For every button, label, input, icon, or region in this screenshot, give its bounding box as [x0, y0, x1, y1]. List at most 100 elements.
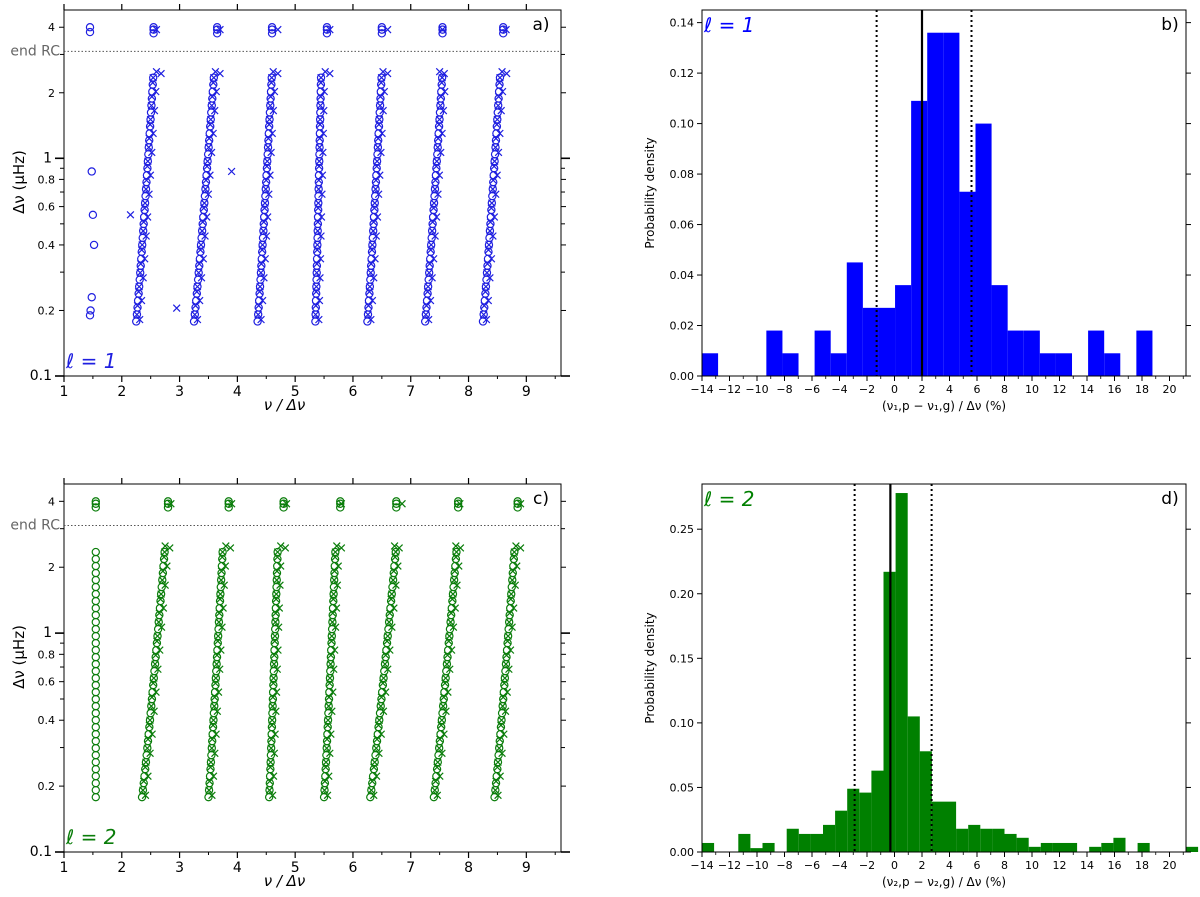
data-point-cross: [395, 544, 404, 552]
data-point-cross: [370, 758, 379, 766]
x-tick-label: 6: [974, 859, 981, 872]
data-point-cross: [375, 749, 383, 758]
data-point-cross: [326, 660, 335, 668]
data-point-circle: [91, 785, 100, 795]
x-axis-label: ν / Δν: [264, 872, 306, 890]
data-point-circle: [91, 652, 100, 662]
data-point-cross: [516, 544, 525, 552]
data-point-circle: [91, 568, 100, 578]
histogram-bar: [1101, 842, 1114, 852]
data-point-cross: [323, 791, 332, 800]
histogram-bar: [944, 801, 957, 852]
data-point-circle: [205, 129, 214, 138]
data-point-cross: [311, 310, 320, 319]
data-point-cross: [451, 604, 460, 612]
data-point-cross: [216, 25, 224, 34]
data-point-cross: [500, 730, 508, 738]
y-axis-label: Probability density: [643, 137, 657, 248]
data-point-cross: [370, 199, 379, 207]
data-point-cross: [327, 632, 336, 640]
data-point-circle: [440, 687, 449, 697]
data-point-cross: [332, 542, 341, 550]
data-point-cross: [456, 544, 465, 552]
data-point-cross: [215, 618, 223, 626]
data-point-circle: [372, 170, 381, 180]
data-point-circle: [374, 129, 383, 138]
data-point-cross: [210, 106, 219, 115]
data-point-cross: [383, 69, 392, 78]
x-tick-label: −8: [776, 383, 792, 396]
data-point-circle: [390, 561, 399, 571]
data-point-cross: [498, 749, 506, 758]
data-point-circle: [392, 503, 401, 512]
data-point-cross: [372, 744, 381, 752]
data-point-cross: [151, 87, 160, 96]
histogram-bar: [750, 848, 763, 852]
x-tick-label: 18: [1135, 859, 1149, 872]
histogram-bar: [823, 824, 836, 852]
data-point-cross: [197, 273, 206, 282]
data-point-cross: [140, 254, 149, 263]
data-point-cross: [430, 199, 438, 207]
data-point-circle: [149, 23, 158, 32]
data-point-circle: [91, 778, 100, 788]
data-point-cross: [498, 702, 507, 710]
data-point-cross: [272, 576, 281, 584]
data-point-cross: [444, 688, 452, 696]
x-tick-label: 12: [1053, 859, 1067, 872]
data-point-cross: [329, 665, 338, 674]
plot-frame: [701, 9, 1187, 377]
data-point-circle: [133, 296, 143, 305]
data-point-cross: [495, 744, 504, 752]
data-point-cross: [141, 199, 149, 207]
data-point-cross: [376, 101, 384, 110]
data-point-cross: [425, 268, 434, 277]
data-point-cross: [482, 315, 491, 324]
data-point-cross: [324, 702, 333, 710]
histogram-bar: [702, 842, 715, 852]
data-point-circle: [377, 687, 387, 697]
data-point-cross: [379, 674, 388, 682]
data-point-cross: [260, 273, 268, 282]
data-point-cross: [274, 69, 282, 78]
data-point-cross: [206, 115, 215, 124]
data-point-cross: [453, 581, 461, 589]
x-tick-label: 4: [946, 383, 953, 396]
data-point-cross: [398, 499, 406, 508]
data-point-cross: [142, 758, 150, 766]
data-point-cross: [272, 707, 280, 716]
data-point-cross: [147, 148, 156, 157]
data-point-cross: [151, 660, 159, 668]
data-point-cross: [207, 148, 216, 157]
plot-frame: [63, 9, 562, 377]
data-point-circle: [322, 23, 332, 32]
data-point-circle: [208, 729, 217, 739]
data-point-cross: [144, 143, 153, 152]
y-tick-label: 0.8: [38, 648, 56, 661]
y-tick-label: 0.04: [670, 269, 695, 282]
data-point-cross: [435, 744, 443, 752]
data-point-cross: [381, 688, 390, 696]
data-point-circle: [336, 503, 345, 512]
data-point-circle: [377, 73, 386, 82]
data-point-cross: [261, 199, 269, 207]
x-tick-label: −2: [859, 859, 875, 872]
x-tick-label: −10: [745, 859, 768, 872]
data-point-cross: [201, 185, 210, 193]
data-point-cross: [431, 232, 439, 240]
data-point-circle: [266, 87, 276, 96]
data-point-cross: [435, 171, 444, 180]
data-point-cross: [371, 254, 379, 263]
x-tick-label: 8: [464, 384, 473, 400]
histogram-bar: [871, 770, 884, 852]
histogram-bar: [1089, 846, 1102, 852]
x-tick-label: 8: [1001, 859, 1008, 872]
histogram-bar: [992, 828, 1005, 852]
data-point-cross: [161, 542, 169, 550]
data-point-cross: [281, 544, 290, 552]
data-point-cross: [445, 665, 454, 674]
histogram-bar: [862, 307, 879, 376]
data-point-cross: [392, 581, 400, 589]
data-point-cross: [428, 273, 436, 282]
